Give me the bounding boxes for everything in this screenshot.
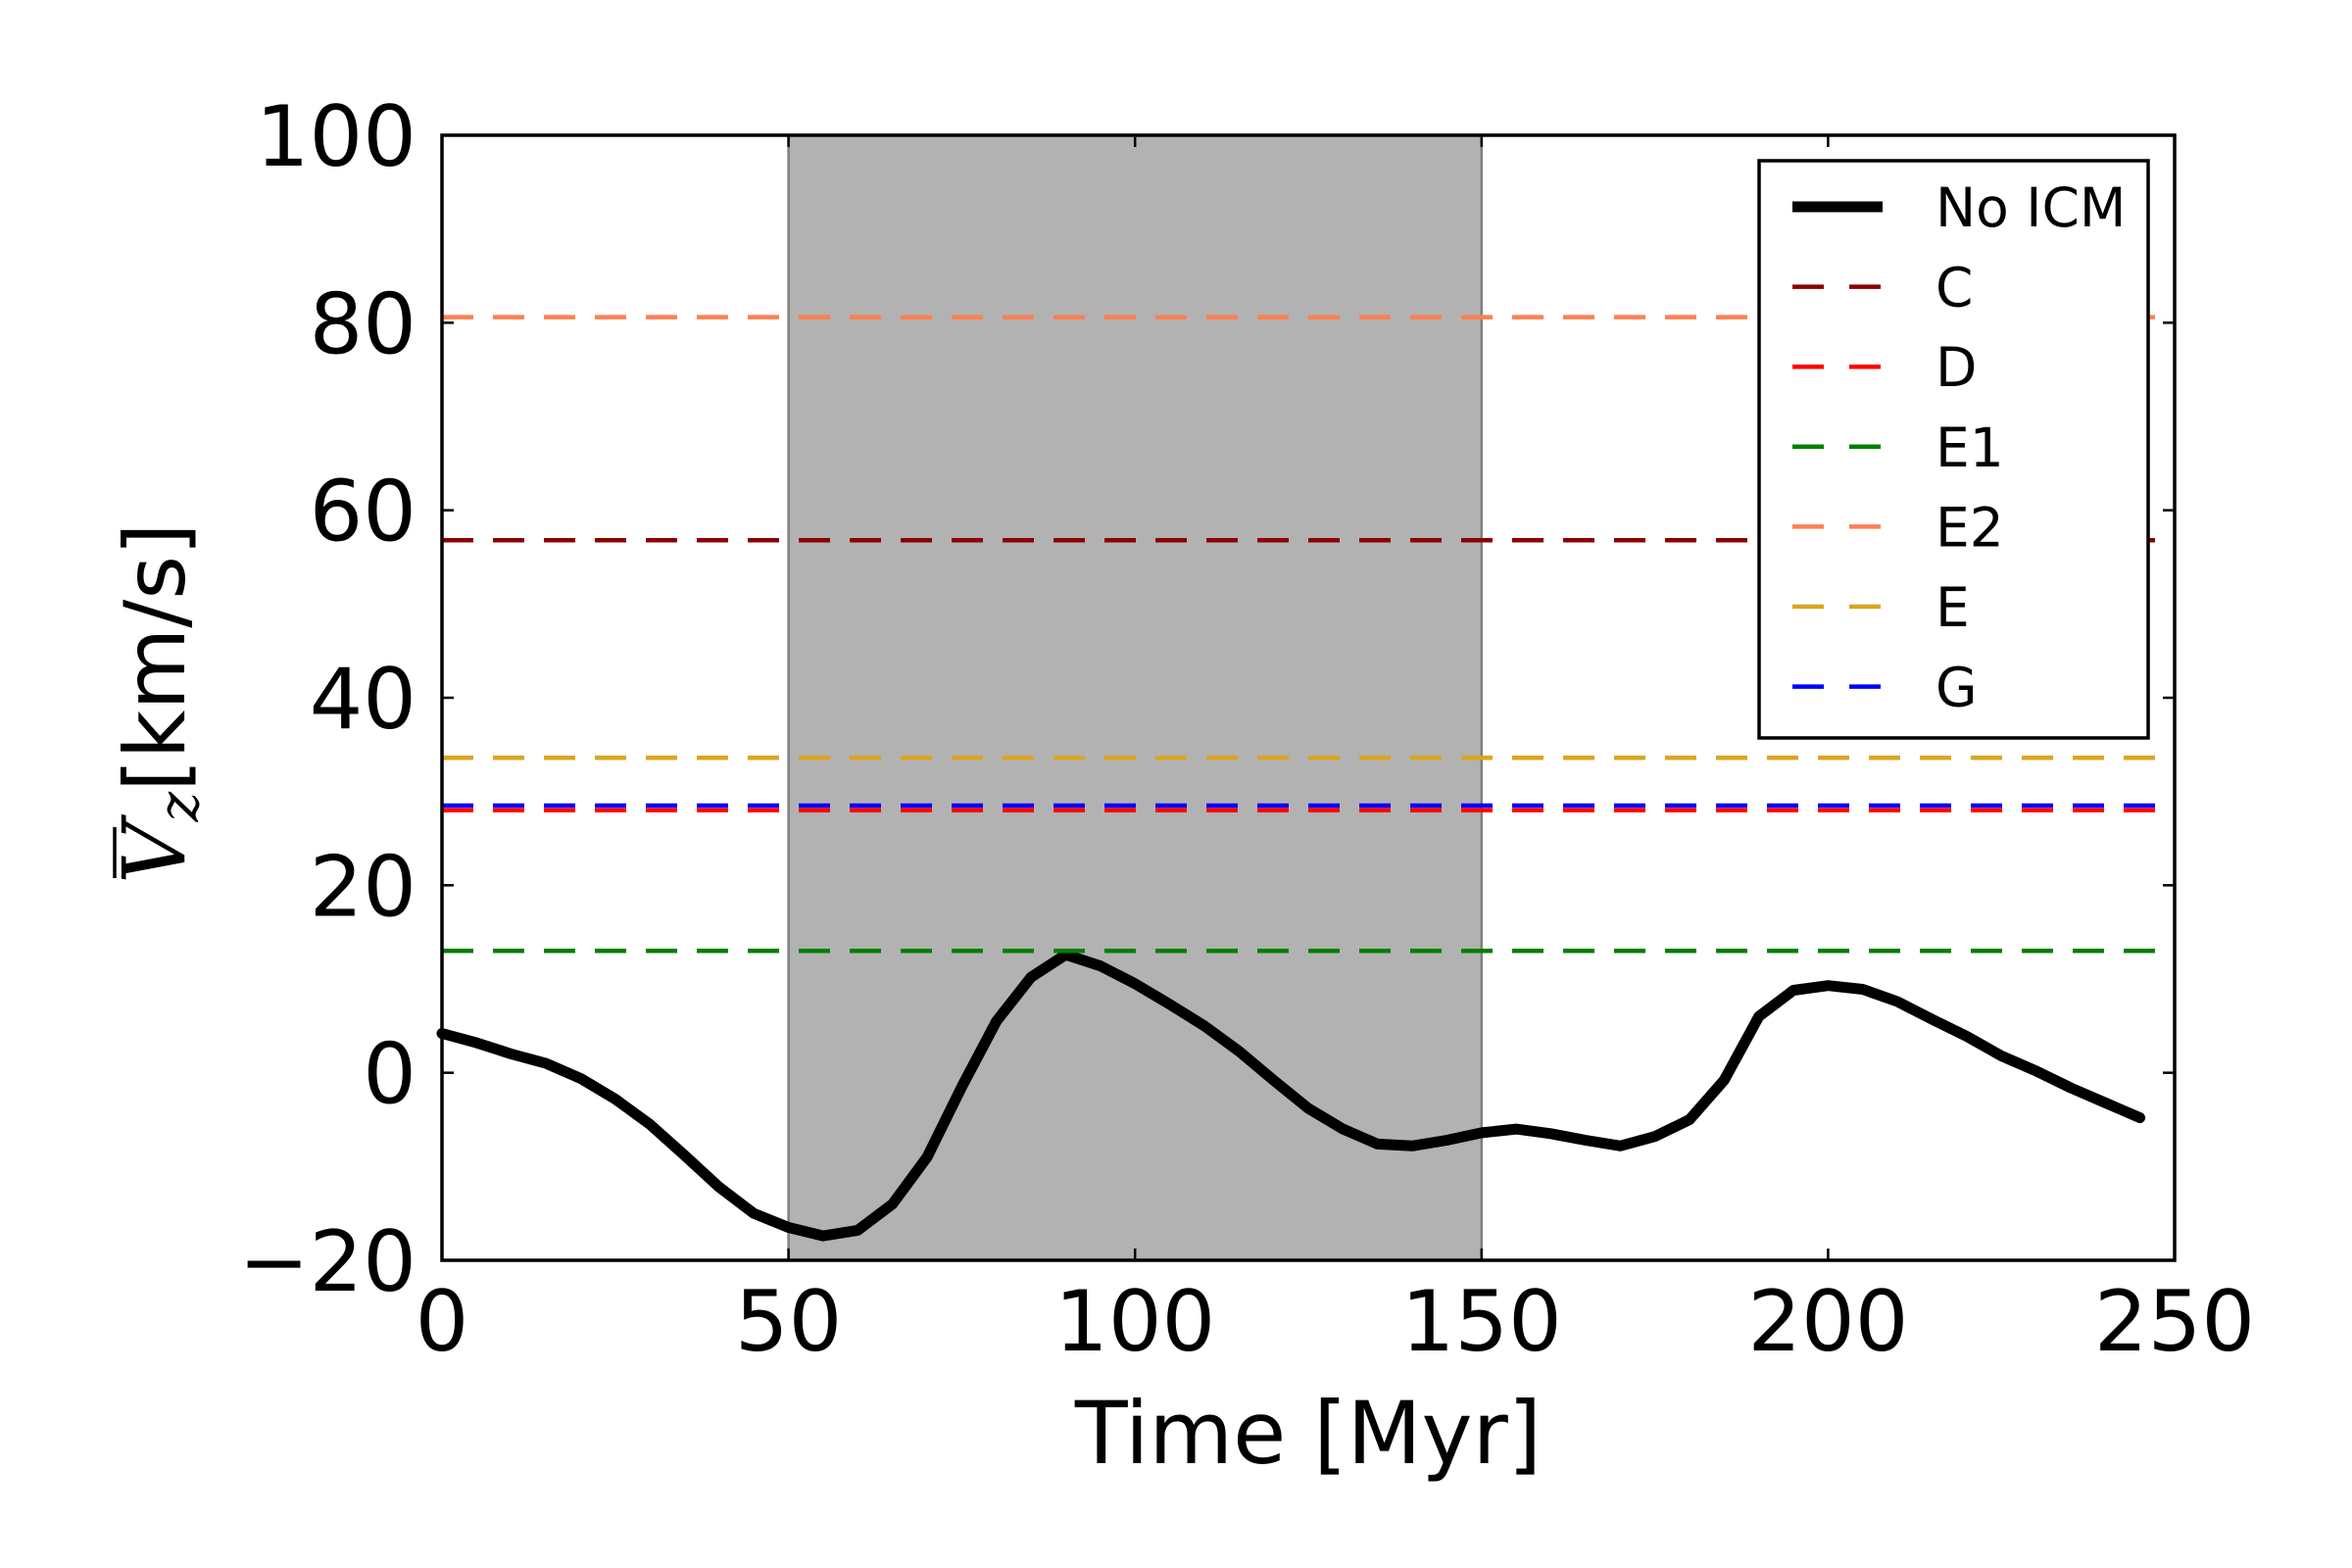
axes-frame-layer [440,133,2177,1262]
y-tick-label: 40 [310,651,416,749]
y-tick-label: 100 [256,88,416,186]
x-axis-label: Time [Myr] [1074,1383,1542,1484]
legend-label: E [1936,576,1970,639]
shaded-region [788,135,1482,1260]
legend: No ICM CD E1 E2 EG [1757,159,2150,740]
legend-label: E2 [1936,496,2004,559]
legend-label: No ICM [1936,176,2126,239]
y-tick-label: 20 [310,838,416,936]
legend-entry-d: D [1792,336,1977,399]
legend-entry-c: C [1792,257,1973,319]
x-tick-label: 50 [735,1273,842,1371]
x-tick-label: 0 [416,1273,469,1371]
legend-label: E1 [1936,416,2004,479]
y-tick-label: 80 [310,275,416,373]
y-axis-label-subscript: z [145,791,212,822]
legend-label: C [1936,257,1973,319]
y-axis-label-unit: [km/s] [107,522,205,791]
legend-label: G [1936,657,1978,719]
legend-entry-e: E [1792,576,1970,639]
shaded-region-layer [787,135,1484,1260]
x-tick-label: 200 [1747,1273,1908,1371]
legend-entry-e1: E1 [1792,416,2004,479]
legend-entry-no-icm: No ICM [1792,176,2126,239]
legend-label: D [1936,336,1977,399]
y-tick-label: 0 [363,1026,416,1124]
legend-box [1757,159,2150,740]
axes-frame [440,133,2177,1262]
y-axis-label-symbol: V [104,813,205,884]
x-tick-label: 100 [1054,1273,1215,1371]
series-line-no-icm [436,949,2146,1242]
y-axis-label: Vz[km/s] [104,522,212,884]
y-tick-label: −20 [239,1213,417,1311]
y-axis-label-text: Vz[km/s] [104,522,212,884]
x-tick-label: 150 [1401,1273,1562,1371]
y-tick-label: 60 [310,464,416,562]
legend-entry-e2: E2 [1792,496,2004,559]
x-tick-label: 250 [2094,1273,2255,1371]
legend-entry-g: G [1792,657,1978,719]
